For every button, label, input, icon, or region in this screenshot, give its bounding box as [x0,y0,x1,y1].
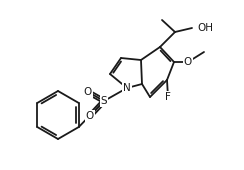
Text: O: O [184,57,192,67]
Text: OH: OH [197,23,213,33]
Text: O: O [84,87,92,97]
Text: S: S [101,96,107,106]
Text: N: N [123,83,131,93]
Text: O: O [86,111,94,121]
Text: F: F [165,92,171,102]
